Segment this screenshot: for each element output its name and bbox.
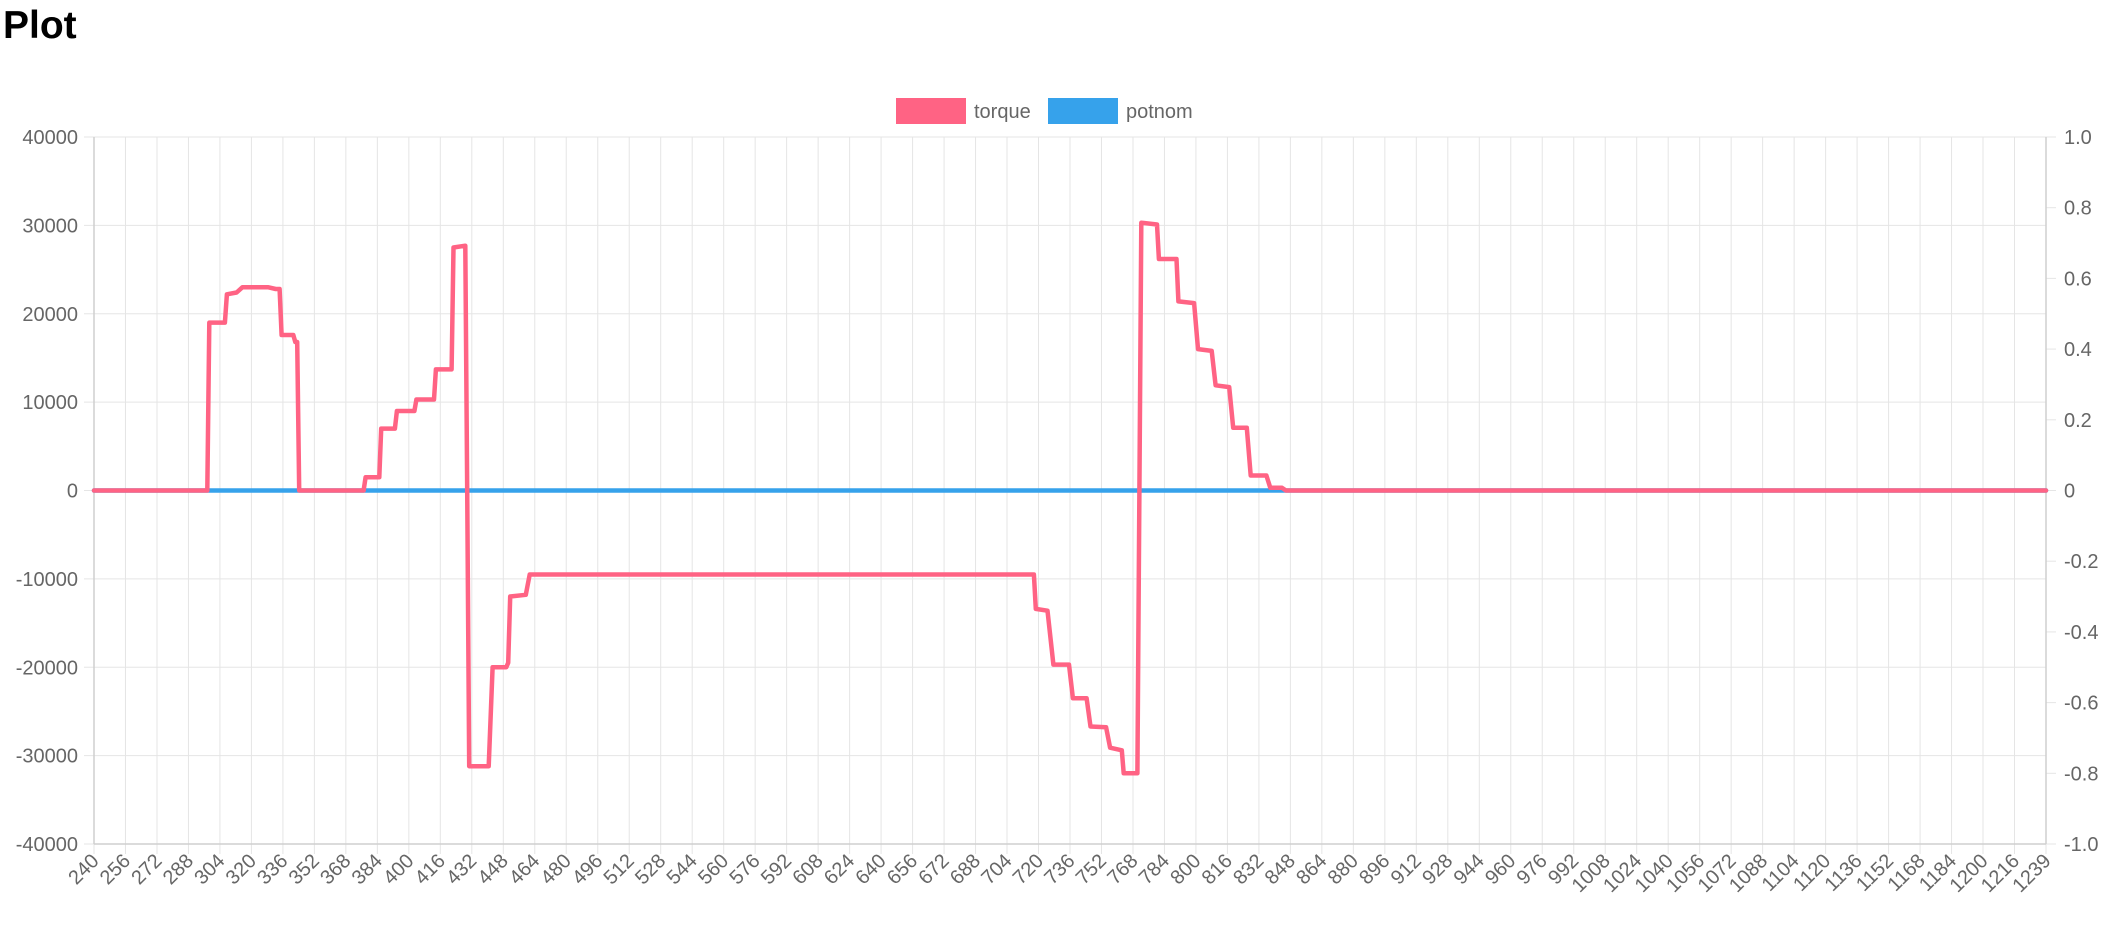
x-tick-label: 656 bbox=[883, 850, 922, 889]
x-tick-label: 512 bbox=[600, 850, 639, 889]
x-tick-label: 288 bbox=[159, 850, 198, 889]
y-left-tick-label: 20000 bbox=[22, 304, 78, 326]
y-right-tick-label: 0.4 bbox=[2064, 339, 2092, 361]
x-tick-label: 768 bbox=[1103, 850, 1142, 889]
x-tick-label: 368 bbox=[316, 850, 355, 889]
y-right-tick-label: 1.0 bbox=[2064, 127, 2092, 149]
y-right-tick-label: -0.6 bbox=[2064, 693, 2098, 715]
x-tick-label: 896 bbox=[1355, 850, 1394, 889]
x-tick-label: 576 bbox=[726, 850, 765, 889]
x-tick-label: 320 bbox=[222, 850, 261, 889]
x-tick-label: 256 bbox=[96, 850, 135, 889]
x-tick-label: 672 bbox=[914, 850, 953, 889]
y-left-tick-label: -20000 bbox=[16, 657, 78, 679]
x-tick-label: 592 bbox=[757, 850, 796, 889]
x-tick-label: 416 bbox=[411, 850, 450, 889]
x-tick-label: 432 bbox=[442, 850, 481, 889]
y-right-tick-label: -0.2 bbox=[2064, 551, 2098, 573]
x-tick-label: 832 bbox=[1229, 850, 1268, 889]
legend-label-torque: torque bbox=[974, 101, 1031, 123]
y-left-tick-label: 0 bbox=[67, 481, 78, 503]
x-tick-label: 752 bbox=[1072, 850, 1111, 889]
x-tick-label: 608 bbox=[789, 850, 828, 889]
x-tick-label: 624 bbox=[820, 850, 859, 889]
chart-axes: 2402562722883043203363523683844004164324… bbox=[16, 127, 2099, 897]
chart-series bbox=[91, 220, 2049, 776]
legend-swatch-torque bbox=[896, 98, 966, 124]
x-tick-label: 720 bbox=[1009, 850, 1048, 889]
chart-legend: torque potnom bbox=[896, 98, 1193, 124]
page-title: Plot bbox=[3, 4, 77, 47]
y-left-tick-label: 40000 bbox=[22, 127, 78, 149]
x-tick-label: 640 bbox=[851, 850, 890, 889]
x-tick-label: 352 bbox=[285, 850, 324, 889]
x-tick-label: 688 bbox=[946, 850, 985, 889]
x-tick-label: 848 bbox=[1261, 850, 1300, 889]
legend-swatch-potnom bbox=[1048, 98, 1118, 124]
x-tick-label: 496 bbox=[568, 850, 607, 889]
x-tick-label: 464 bbox=[505, 850, 544, 889]
x-tick-label: 800 bbox=[1166, 850, 1205, 889]
y-right-tick-label: -0.8 bbox=[2064, 763, 2098, 785]
x-tick-label: 304 bbox=[190, 850, 229, 889]
y-right-tick-label: -0.4 bbox=[2064, 622, 2098, 644]
x-tick-label: 784 bbox=[1135, 850, 1174, 889]
x-tick-label: 960 bbox=[1481, 850, 1520, 889]
y-left-tick-label: -30000 bbox=[16, 746, 78, 768]
y-left-tick-label: -40000 bbox=[16, 834, 78, 856]
chart-grid bbox=[84, 136, 2056, 854]
x-tick-label: 448 bbox=[474, 850, 513, 889]
y-right-tick-label: 0.2 bbox=[2064, 410, 2092, 432]
y-left-tick-label: 10000 bbox=[22, 392, 78, 414]
y-right-tick-label: 0 bbox=[2064, 481, 2075, 503]
x-tick-label: 528 bbox=[631, 850, 670, 889]
x-tick-label: 976 bbox=[1513, 850, 1552, 889]
x-tick-label: 912 bbox=[1387, 850, 1426, 889]
x-tick-label: 704 bbox=[977, 850, 1016, 889]
x-tick-label: 928 bbox=[1418, 850, 1457, 889]
x-tick-label: 384 bbox=[348, 850, 387, 889]
y-left-tick-label: -10000 bbox=[16, 569, 78, 591]
x-tick-label: 400 bbox=[379, 850, 418, 889]
x-tick-label: 880 bbox=[1324, 850, 1363, 889]
x-tick-label: 864 bbox=[1292, 850, 1331, 889]
series-line-torque bbox=[91, 220, 2049, 776]
x-tick-label: 336 bbox=[253, 850, 292, 889]
y-right-tick-label: 0.8 bbox=[2064, 198, 2092, 220]
x-tick-label: 544 bbox=[663, 850, 702, 889]
y-left-tick-label: 30000 bbox=[22, 215, 78, 237]
y-right-tick-label: -1.0 bbox=[2064, 834, 2098, 856]
x-tick-label: 944 bbox=[1450, 850, 1489, 889]
x-tick-label: 736 bbox=[1040, 850, 1079, 889]
x-tick-label: 272 bbox=[127, 850, 166, 889]
legend-label-potnom: potnom bbox=[1126, 101, 1193, 123]
y-right-tick-label: 0.6 bbox=[2064, 268, 2092, 290]
x-tick-label: 816 bbox=[1198, 850, 1237, 889]
x-tick-label: 560 bbox=[694, 850, 733, 889]
x-tick-label: 480 bbox=[537, 850, 576, 889]
